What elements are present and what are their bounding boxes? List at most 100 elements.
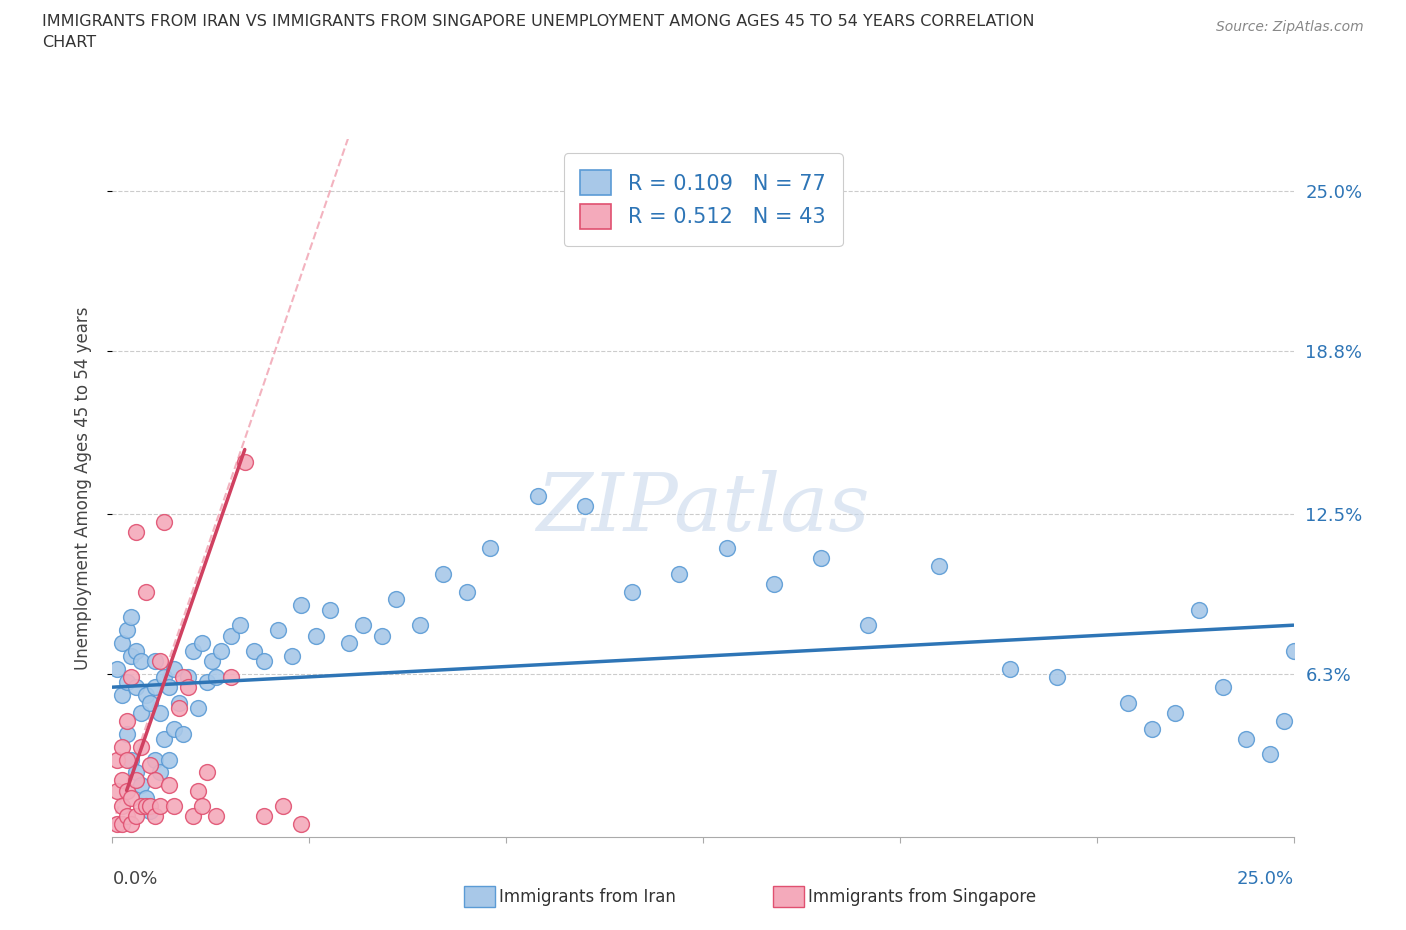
- Point: [186, 783, 208, 798]
- Point: [621, 584, 644, 599]
- Point: [219, 628, 242, 643]
- Text: Immigrants from Iran: Immigrants from Iran: [499, 887, 676, 906]
- Point: [172, 670, 194, 684]
- Point: [998, 661, 1021, 676]
- Point: [153, 514, 176, 529]
- Point: [115, 809, 138, 824]
- Point: [1212, 680, 1234, 695]
- Point: [157, 680, 180, 695]
- Point: [115, 752, 138, 767]
- Point: [129, 706, 152, 721]
- Point: [191, 636, 214, 651]
- Text: 25.0%: 25.0%: [1236, 870, 1294, 887]
- Point: [385, 591, 408, 606]
- Point: [716, 540, 738, 555]
- Text: Source: ZipAtlas.com: Source: ZipAtlas.com: [1216, 20, 1364, 34]
- Point: [111, 817, 134, 831]
- Point: [129, 739, 152, 754]
- Point: [1116, 696, 1139, 711]
- Point: [352, 618, 374, 632]
- Point: [120, 649, 142, 664]
- Y-axis label: Unemployment Among Ages 45 to 54 years: Unemployment Among Ages 45 to 54 years: [73, 307, 91, 670]
- Point: [111, 799, 134, 814]
- Point: [574, 498, 596, 513]
- Point: [115, 783, 138, 798]
- Point: [105, 661, 128, 676]
- Point: [143, 654, 166, 669]
- Point: [1164, 706, 1187, 721]
- Point: [290, 597, 312, 612]
- Point: [229, 618, 252, 632]
- Point: [139, 757, 162, 772]
- Point: [149, 654, 172, 669]
- Point: [125, 680, 148, 695]
- Point: [163, 661, 186, 676]
- Point: [371, 628, 394, 643]
- Point: [337, 636, 360, 651]
- Point: [209, 644, 232, 658]
- Point: [205, 670, 228, 684]
- Point: [157, 752, 180, 767]
- Point: [125, 773, 148, 788]
- Point: [125, 644, 148, 658]
- Point: [120, 752, 142, 767]
- Point: [267, 623, 290, 638]
- Point: [125, 525, 148, 539]
- Point: [139, 804, 162, 818]
- Point: [129, 799, 152, 814]
- Text: CHART: CHART: [42, 35, 96, 50]
- Point: [149, 799, 172, 814]
- Point: [668, 566, 690, 581]
- Point: [253, 809, 276, 824]
- Point: [1188, 603, 1211, 618]
- Point: [120, 790, 142, 805]
- Point: [135, 584, 157, 599]
- Point: [135, 799, 157, 814]
- Point: [139, 799, 162, 814]
- Point: [105, 817, 128, 831]
- Point: [177, 670, 200, 684]
- Point: [858, 618, 880, 632]
- Point: [186, 700, 208, 715]
- Point: [105, 783, 128, 798]
- Point: [195, 674, 218, 689]
- Point: [1272, 713, 1295, 728]
- Point: [479, 540, 502, 555]
- Point: [1234, 731, 1257, 746]
- Point: [181, 809, 204, 824]
- Point: [167, 696, 190, 711]
- Point: [319, 603, 342, 618]
- Point: [143, 752, 166, 767]
- Point: [115, 713, 138, 728]
- Text: IMMIGRANTS FROM IRAN VS IMMIGRANTS FROM SINGAPORE UNEMPLOYMENT AMONG AGES 45 TO : IMMIGRANTS FROM IRAN VS IMMIGRANTS FROM …: [42, 14, 1035, 29]
- Point: [167, 700, 190, 715]
- Point: [153, 670, 176, 684]
- Point: [191, 799, 214, 814]
- Point: [1140, 721, 1163, 736]
- Point: [115, 726, 138, 741]
- Point: [290, 817, 312, 831]
- Point: [205, 809, 228, 824]
- Point: [111, 636, 134, 651]
- Point: [304, 628, 326, 643]
- Point: [120, 610, 142, 625]
- Point: [1282, 644, 1305, 658]
- Point: [157, 777, 180, 792]
- Text: ZIPatlas: ZIPatlas: [536, 471, 870, 548]
- Point: [129, 654, 152, 669]
- Point: [177, 680, 200, 695]
- Point: [135, 687, 157, 702]
- Point: [432, 566, 454, 581]
- Point: [120, 670, 142, 684]
- Point: [456, 584, 478, 599]
- Point: [120, 817, 142, 831]
- Point: [219, 670, 242, 684]
- Point: [105, 752, 128, 767]
- Point: [181, 644, 204, 658]
- Point: [149, 765, 172, 780]
- Point: [149, 706, 172, 721]
- Point: [928, 558, 950, 573]
- Point: [125, 809, 148, 824]
- Point: [135, 790, 157, 805]
- Point: [143, 809, 166, 824]
